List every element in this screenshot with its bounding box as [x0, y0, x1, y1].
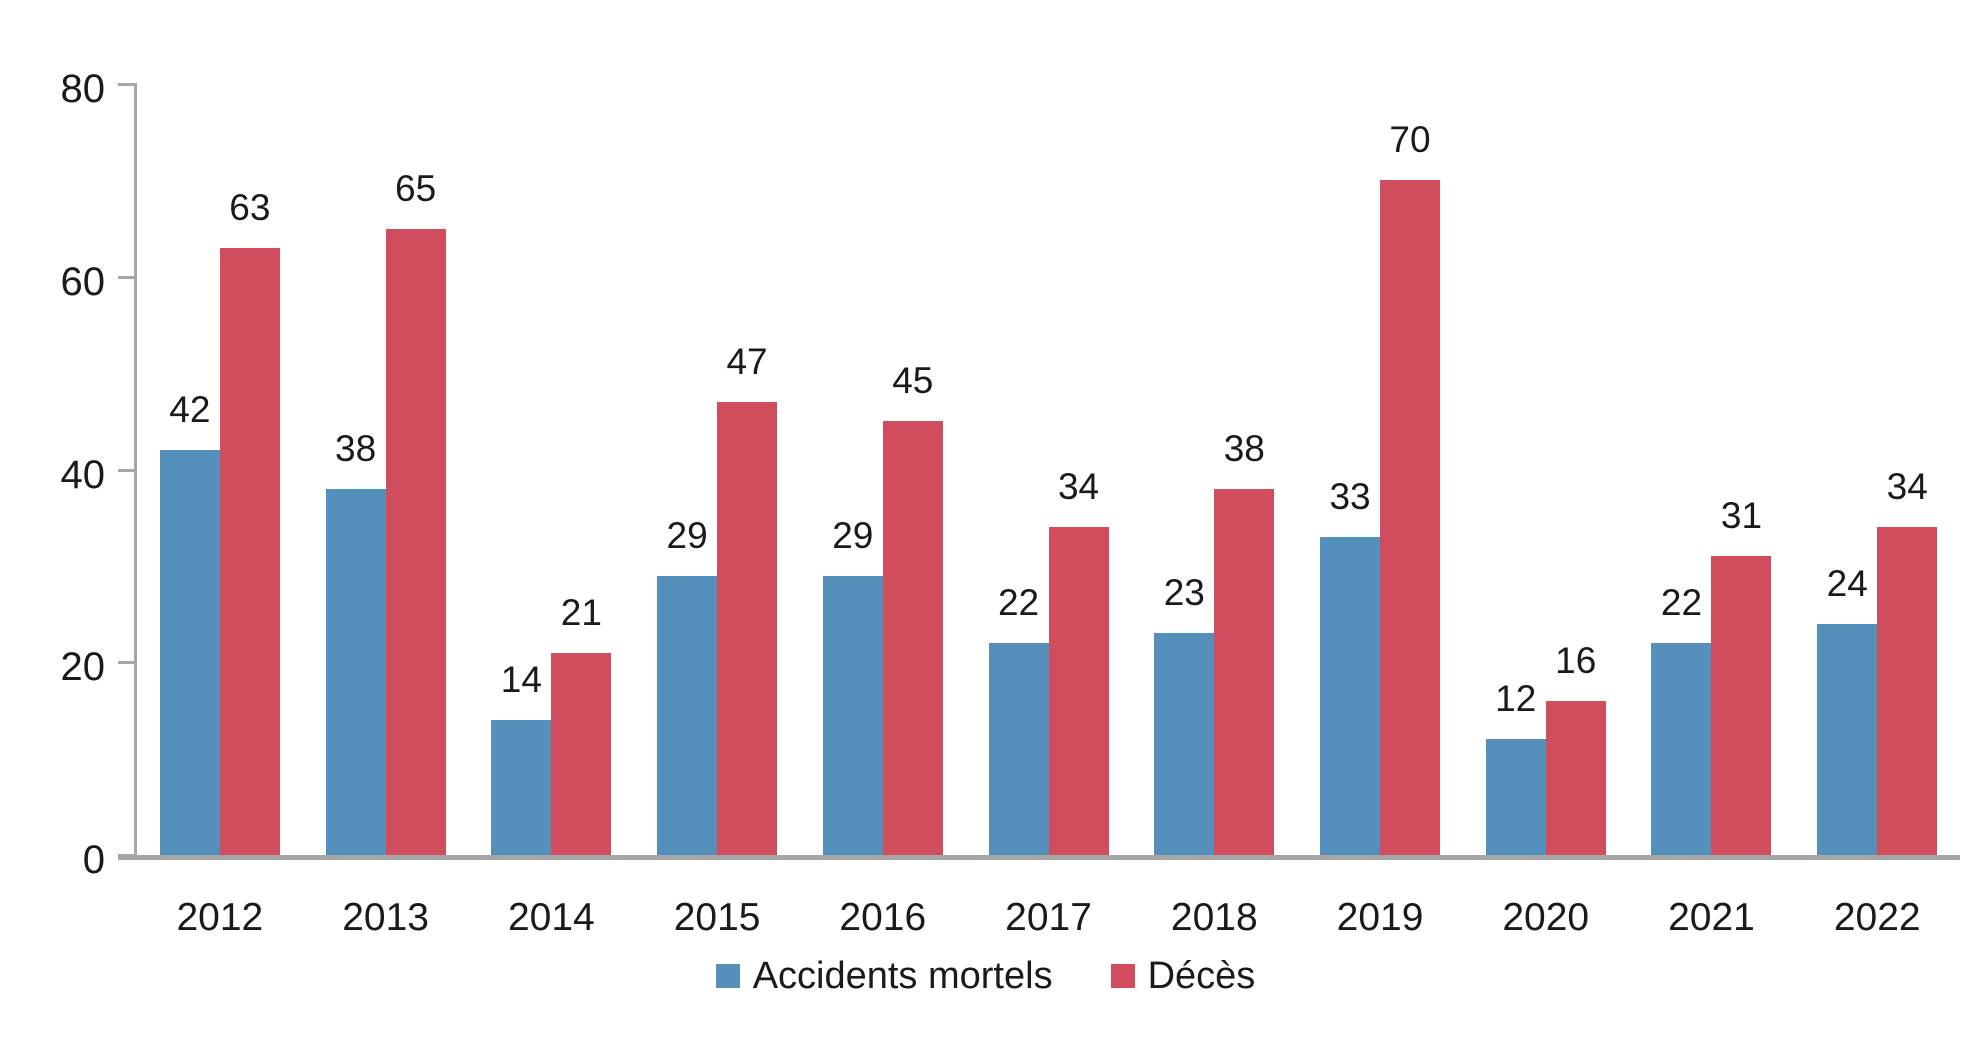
bar-group-2012: 42 63 — [137, 84, 303, 855]
bar-value-label: 34 — [1886, 466, 1928, 507]
bar-value-label: 33 — [1329, 476, 1371, 517]
bar-value-label: 38 — [1223, 428, 1265, 469]
x-axis-tick-label: 2019 — [1336, 896, 1424, 939]
bar-value-label: 34 — [1057, 466, 1100, 507]
bar-accidents-mortels-2012 — [159, 450, 220, 855]
y-axis-tick-label: 60 — [60, 259, 106, 304]
bar-group-2016: 29 45 — [800, 84, 966, 855]
bar-deces-2017 — [1048, 527, 1109, 855]
bar-value-label: 24 — [1826, 563, 1868, 604]
bar-group-2015: 29 47 — [634, 84, 800, 855]
bar-accidents-mortels-2013 — [325, 489, 386, 855]
legend-item-deces: Décès — [1110, 955, 1256, 997]
y-axis-tick-mark — [118, 83, 137, 86]
y-axis-tick-mark — [118, 661, 137, 665]
bar-value-label: 14 — [500, 659, 542, 700]
legend-swatch-deces — [1110, 964, 1135, 988]
x-axis-tick-label: 2014 — [507, 896, 595, 939]
bar-group-2018: 23 38 — [1131, 84, 1297, 855]
bar-accidents-mortels-2015 — [657, 576, 718, 855]
bar-group-2022: 24 34 — [1794, 84, 1960, 855]
bar-deces-2020 — [1545, 701, 1606, 855]
bar-value-label: 47 — [726, 341, 768, 382]
legend-label-deces: Décès — [1147, 955, 1256, 997]
y-axis-tick-label: 40 — [60, 452, 106, 497]
bar-value-label: 23 — [1163, 572, 1205, 613]
bar-value-label: 63 — [229, 187, 271, 228]
bar-deces-2014 — [551, 653, 612, 855]
bar-deces-2013 — [385, 229, 446, 855]
bar-deces-2019 — [1380, 180, 1440, 855]
x-axis-line — [118, 855, 1960, 860]
bar-group-2020: 12 16 — [1463, 84, 1629, 855]
bar-value-label: 42 — [169, 389, 211, 430]
x-axis-tick-label: 2015 — [673, 896, 761, 939]
bar-value-label: 29 — [832, 515, 874, 556]
x-axis-tick-label: 2022 — [1833, 896, 1921, 939]
y-axis-tick-label: 0 — [82, 838, 105, 882]
bar-value-label: 65 — [395, 168, 437, 209]
bar-value-label: 12 — [1495, 678, 1537, 719]
bar-accidents-mortels-2019 — [1320, 537, 1380, 855]
bar-group-2013: 38 65 — [303, 84, 469, 855]
bar-accidents-mortels-2020 — [1485, 739, 1546, 855]
bar-group-2021: 22 31 — [1629, 84, 1795, 855]
bar-accidents-mortels-2021 — [1651, 643, 1712, 855]
y-axis-tick-mark — [118, 468, 137, 472]
bar-deces-2022 — [1877, 527, 1938, 855]
bar-deces-2015 — [717, 402, 778, 855]
bar-deces-2018 — [1214, 489, 1275, 855]
x-axis-tick-label: 2013 — [342, 896, 429, 939]
bar-deces-2016 — [882, 421, 943, 855]
chart-legend: Accidents mortels Décès — [0, 957, 1971, 995]
bar-accidents-mortels-2018 — [1154, 633, 1215, 855]
x-axis-tick-label: 2016 — [839, 896, 927, 939]
bar-value-label: 16 — [1555, 640, 1597, 681]
bar-group-2019: 33 70 — [1297, 84, 1463, 855]
legend-label-accidents-mortels: Accidents mortels — [752, 955, 1053, 997]
bar-accidents-mortels-2014 — [491, 720, 552, 855]
bar-accidents-mortels-2022 — [1817, 624, 1878, 855]
bar-value-label: 45 — [892, 360, 934, 401]
bar-value-label: 38 — [335, 428, 377, 469]
bar-value-label: 21 — [560, 592, 602, 633]
bar-group-2017: 22 34 — [966, 84, 1132, 855]
bar-deces-2021 — [1711, 556, 1772, 855]
legend-item-accidents-mortels: Accidents mortels — [715, 955, 1053, 997]
x-axis-tick-label: 2017 — [1005, 896, 1092, 939]
legend-swatch-accidents-mortels — [715, 964, 740, 988]
bar-deces-2012 — [219, 248, 280, 855]
plot-area: 42 63 38 65 14 21 29 47 29 45 22 34 23 38 33 70 12 16 22 31… — [137, 84, 1960, 855]
y-axis-tick-label: 20 — [60, 645, 106, 690]
x-axis-tick-label: 2020 — [1502, 896, 1590, 939]
bar-accidents-mortels-2017 — [988, 643, 1049, 855]
x-axis-tick-label: 2012 — [176, 896, 264, 939]
bar-value-label: 29 — [666, 515, 708, 556]
bar-accidents-mortels-2016 — [822, 576, 883, 855]
bar-value-label: 31 — [1720, 495, 1763, 536]
y-axis-tick-label: 80 — [60, 67, 106, 111]
bar-value-label: 22 — [997, 582, 1040, 623]
y-axis-tick-mark — [118, 275, 137, 279]
bar-value-label: 22 — [1660, 582, 1703, 623]
bar-value-label: 70 — [1389, 119, 1431, 160]
x-axis-tick-label: 2021 — [1668, 896, 1755, 939]
bar-group-2014: 14 21 — [468, 84, 634, 855]
x-axis: 2012 2013 2014 2015 2016 2017 2018 2019 2020 2021… — [137, 898, 1960, 937]
x-axis-tick-label: 2018 — [1170, 896, 1258, 939]
